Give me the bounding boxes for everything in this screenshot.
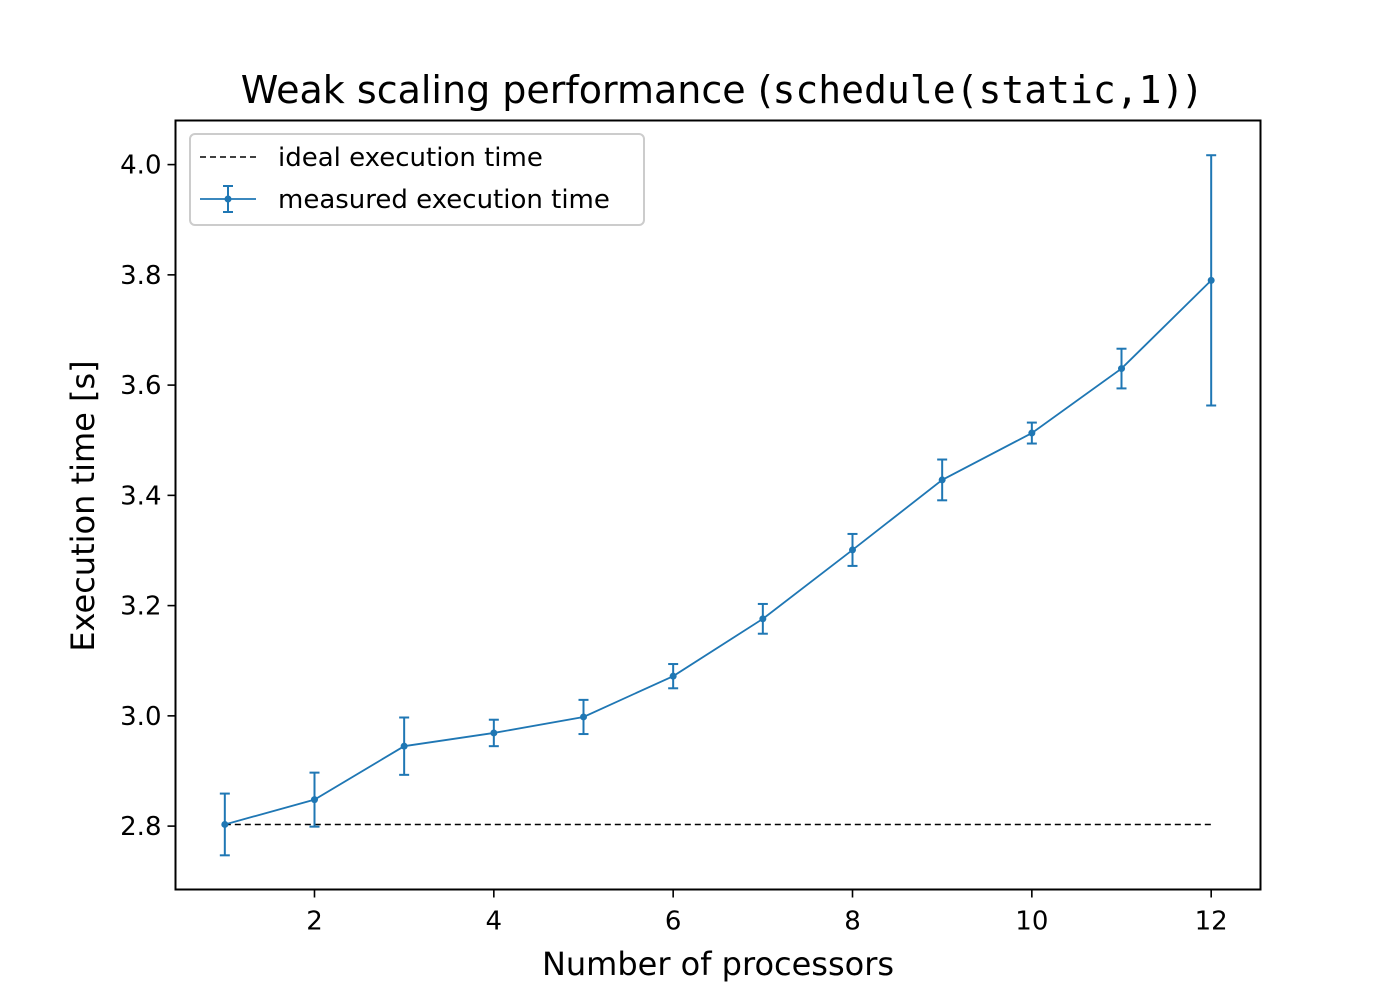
y-tick-label: 4.0 (120, 151, 161, 181)
data-point (310, 796, 318, 804)
x-tick-label: 2 (306, 907, 323, 937)
data-point (1028, 429, 1036, 437)
y-tick-label: 3.8 (120, 261, 161, 291)
y-tick-label: 3.0 (120, 702, 161, 732)
data-point (1207, 276, 1215, 284)
data-point (400, 742, 408, 750)
y-tick-label: 3.2 (120, 592, 161, 622)
measured-line (224, 279, 1212, 826)
chart-title-prefix: Weak scaling performance ( (241, 68, 773, 112)
chart-title-suffix: ) (1184, 68, 1199, 112)
y-tick-label: 2.8 (120, 812, 161, 842)
data-point (490, 729, 498, 737)
x-tick-label: 12 (1195, 907, 1228, 937)
data-point (759, 615, 767, 623)
x-axis-label: Number of processors (542, 945, 894, 983)
legend-ideal-label: ideal execution time (278, 143, 543, 173)
data-point (579, 713, 587, 721)
chart-title-code: schedule(static,1) (773, 68, 1185, 112)
data-point (849, 546, 857, 554)
x-tick-label: 8 (844, 907, 861, 937)
plot-area-frame (174, 119, 1262, 891)
chart-title: Weak scaling performance (schedule(stati… (241, 68, 1199, 112)
legend-box (189, 133, 645, 226)
x-tick-label: 6 (665, 907, 682, 937)
y-axis-label: Execution time [s] (64, 360, 102, 651)
axis-ticks: 2 4 6 8 10 12 2.8 3.0 3.2 3.4 3.6 3.8 4.0 (120, 151, 1228, 937)
data-point (1118, 365, 1126, 373)
x-tick-label: 4 (486, 907, 503, 937)
legend-measured-swatch (200, 185, 256, 213)
data-point (669, 672, 677, 680)
legend-measured-label: measured execution time (278, 185, 610, 215)
data-point (221, 820, 229, 828)
x-tick-label: 10 (1015, 907, 1048, 937)
y-tick-label: 3.6 (120, 371, 161, 401)
y-tick-label: 3.4 (120, 481, 161, 511)
data-point (938, 476, 946, 484)
measured-series (219, 154, 1217, 857)
legend: ideal execution time measured execution … (189, 133, 645, 226)
